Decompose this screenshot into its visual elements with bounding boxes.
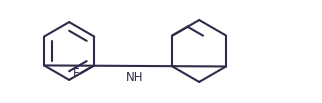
Text: F: F: [73, 67, 80, 80]
Text: NH: NH: [126, 71, 144, 84]
